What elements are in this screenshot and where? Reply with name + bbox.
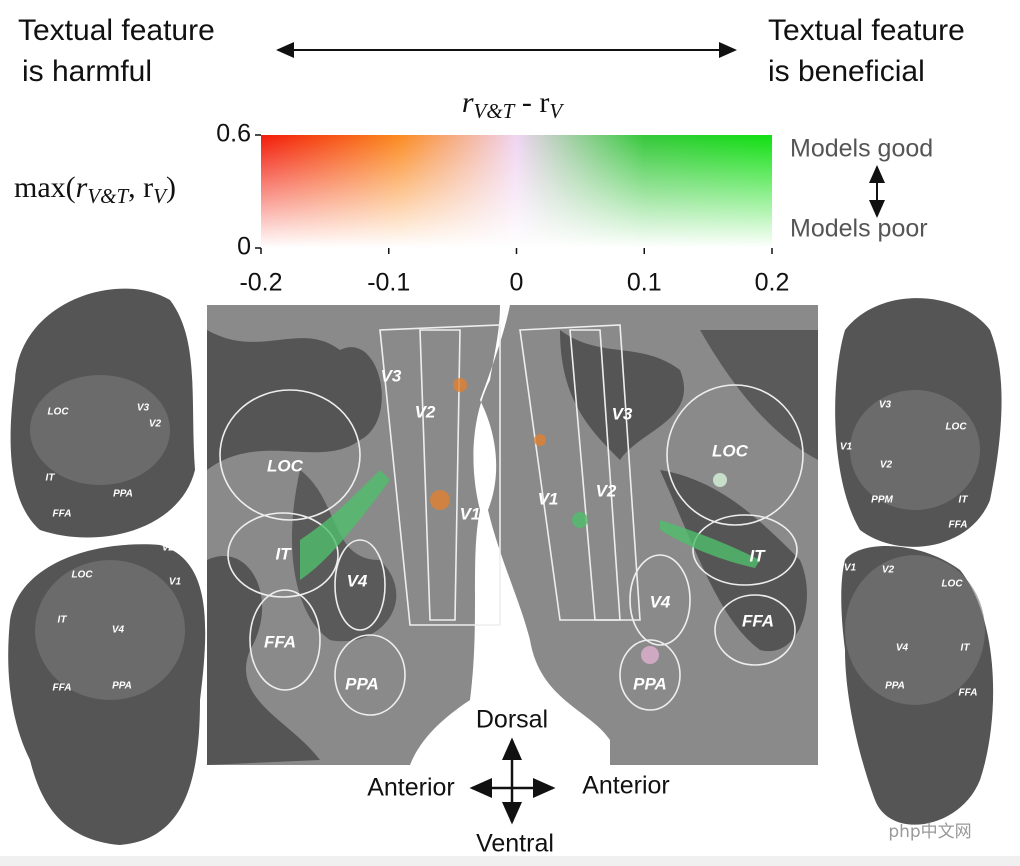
region-label: V2 xyxy=(596,481,617,500)
region-label: V3 xyxy=(612,404,633,423)
region-label: V2 xyxy=(415,402,436,421)
region-label: IT xyxy=(961,643,971,654)
x-tick-label: 0.2 xyxy=(755,269,790,297)
region-label: LOC xyxy=(267,456,304,475)
region-label: FFA xyxy=(53,509,72,520)
legend-top: Models good xyxy=(790,135,933,163)
region-label: V4 xyxy=(896,643,909,654)
region-label: LOC xyxy=(945,422,967,433)
region-label: LOC xyxy=(47,407,69,418)
region-label: FFA xyxy=(959,688,978,699)
region-label: PPM xyxy=(871,495,893,506)
colorbar-title: rV&T - rV xyxy=(462,86,565,123)
brain-views xyxy=(8,288,1002,845)
bottom-strip xyxy=(0,856,1020,866)
flatmap xyxy=(207,305,818,765)
region-label: PPA xyxy=(345,674,379,693)
region-label: V4 xyxy=(347,571,368,590)
region-label: IT xyxy=(58,615,68,626)
region-label: V1 xyxy=(840,442,853,453)
region-label: V3 xyxy=(847,540,860,551)
region-label: FFA xyxy=(742,611,774,630)
orientation-left: Anterior xyxy=(367,774,455,802)
legend-bottom: Models poor xyxy=(790,215,928,243)
y-tick-label: 0.6 xyxy=(216,120,251,148)
region-label: IT xyxy=(749,546,766,565)
y-tick-label: 0 xyxy=(237,233,251,261)
x-tick-label: -0.2 xyxy=(239,269,282,297)
orientation-down: Ventral xyxy=(476,830,554,858)
region-label: FFA xyxy=(264,632,296,651)
region-label: PPA xyxy=(885,681,905,692)
region-label: LOC xyxy=(941,579,963,590)
region-label: FFA xyxy=(949,520,968,531)
region-label: V4 xyxy=(112,625,125,636)
orientation-right: Anterior xyxy=(582,772,670,800)
region-label: PPA xyxy=(113,489,133,500)
x-tick-label: 0 xyxy=(510,269,524,297)
region-label: V1 xyxy=(538,489,559,508)
region-label: V2 xyxy=(149,419,162,430)
region-label: V1 xyxy=(460,504,481,523)
region-label: PPA xyxy=(633,674,667,693)
region-label: V1 xyxy=(844,563,857,574)
x-tick-label: 0.1 xyxy=(627,269,662,297)
header-right-line: is beneficial xyxy=(768,55,925,88)
region-label: V1 xyxy=(169,577,182,588)
colorbar-fade xyxy=(261,135,772,248)
colorbar-ylabel: max(rV&T, rV) xyxy=(14,171,176,208)
region-label: IT xyxy=(275,544,292,563)
region-label: FFA xyxy=(53,683,72,694)
header-left-line: is harmful xyxy=(22,55,152,88)
region-label: V2 xyxy=(162,543,175,554)
region-label: V2 xyxy=(880,460,893,471)
region-label: V3 xyxy=(381,366,402,385)
watermark: php中文网 xyxy=(888,822,971,842)
region-label: IT xyxy=(959,495,969,506)
region-label: PPA xyxy=(112,681,132,692)
region-label: LOC xyxy=(71,570,93,581)
header-right-line: Textual feature xyxy=(768,14,965,47)
region-label: V3 xyxy=(879,400,892,411)
region-label: V3 xyxy=(137,403,150,414)
header-left-line: Textual feature xyxy=(18,14,215,47)
region-label: LOC xyxy=(712,441,749,460)
orientation-up: Dorsal xyxy=(476,706,548,734)
region-label: V4 xyxy=(650,592,671,611)
x-tick-label: -0.1 xyxy=(367,269,410,297)
region-label: IT xyxy=(46,473,56,484)
region-label: V2 xyxy=(882,565,895,576)
